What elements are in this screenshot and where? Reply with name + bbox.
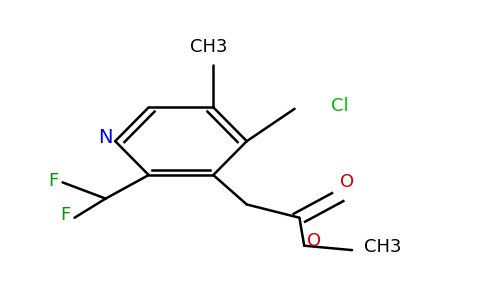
Text: O: O [340,173,354,191]
Text: CH3: CH3 [364,238,402,256]
Text: F: F [60,206,70,224]
Text: O: O [307,232,321,250]
Text: CH3: CH3 [190,38,227,56]
Text: F: F [48,172,58,190]
Text: Cl: Cl [331,98,348,116]
Text: N: N [98,128,113,147]
